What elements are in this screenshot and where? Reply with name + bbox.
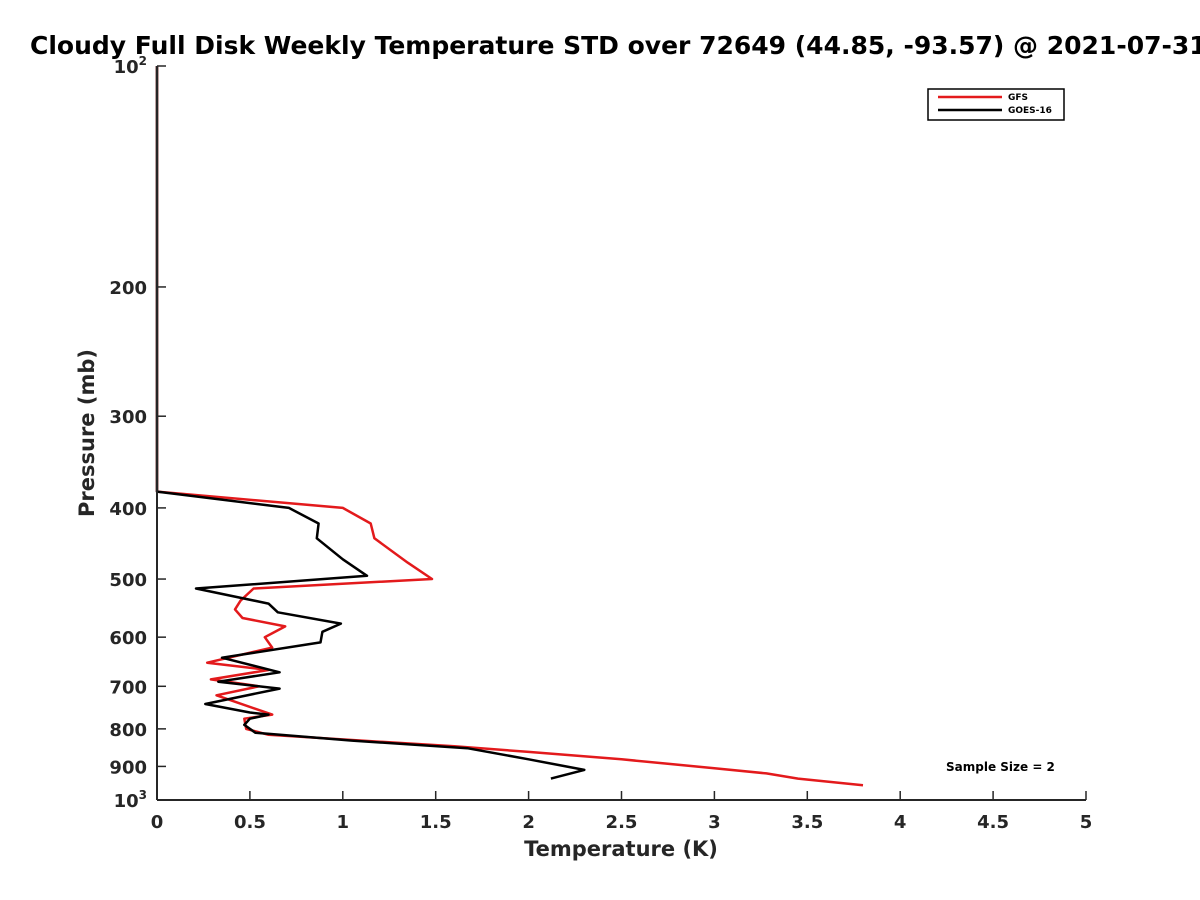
y-tick-label: 200 <box>109 278 147 299</box>
plot-lines <box>155 66 864 787</box>
x-tick-label: 2.5 <box>606 812 638 833</box>
y-tick-label: 103 <box>114 788 147 812</box>
x-tick-label: 1.5 <box>420 812 452 833</box>
x-tick-label: 3 <box>708 812 721 833</box>
y-tick-label: 102 <box>114 54 147 78</box>
legend: GFS GOES-16 <box>927 88 1065 121</box>
y-ticks: 102 200 300 400 500 600 700 800 900 103 <box>109 54 166 812</box>
legend-label-goes16: GOES-16 <box>1008 106 1052 116</box>
chart-title: Cloudy Full Disk Weekly Temperature STD … <box>30 31 1200 60</box>
sample-size-annotation: Sample Size = 2 <box>946 760 1055 774</box>
y-tick-label: 700 <box>109 677 147 698</box>
y-axis-label: Pressure (mb) <box>75 349 99 517</box>
x-tick-label: 4 <box>894 812 907 833</box>
y-tick-label: 400 <box>109 499 147 520</box>
y-tick-label: 800 <box>109 720 147 741</box>
legend-label-gfs: GFS <box>1008 93 1028 103</box>
x-tick-label: 2 <box>522 812 535 833</box>
x-tick-label: 5 <box>1080 812 1093 833</box>
y-tick-label: 600 <box>109 628 147 649</box>
series-line-gfs <box>155 66 864 787</box>
x-tick-label: 0.5 <box>234 812 266 833</box>
axes <box>156 66 1086 801</box>
series-line-goes-16 <box>155 66 586 780</box>
x-axis-label: Temperature (K) <box>524 837 718 861</box>
y-tick-label: 900 <box>109 757 147 778</box>
y-tick-label: 300 <box>109 407 147 428</box>
x-tick-label: 1 <box>337 812 350 833</box>
x-tick-label: 0 <box>151 812 164 833</box>
legend-box <box>927 88 1065 121</box>
x-tick-label: 3.5 <box>791 812 823 833</box>
x-tick-label: 4.5 <box>977 812 1009 833</box>
y-tick-label: 500 <box>109 570 147 591</box>
x-ticks: 0 0.5 1 1.5 2 2.5 3 3.5 4 4.5 5 <box>151 791 1093 833</box>
